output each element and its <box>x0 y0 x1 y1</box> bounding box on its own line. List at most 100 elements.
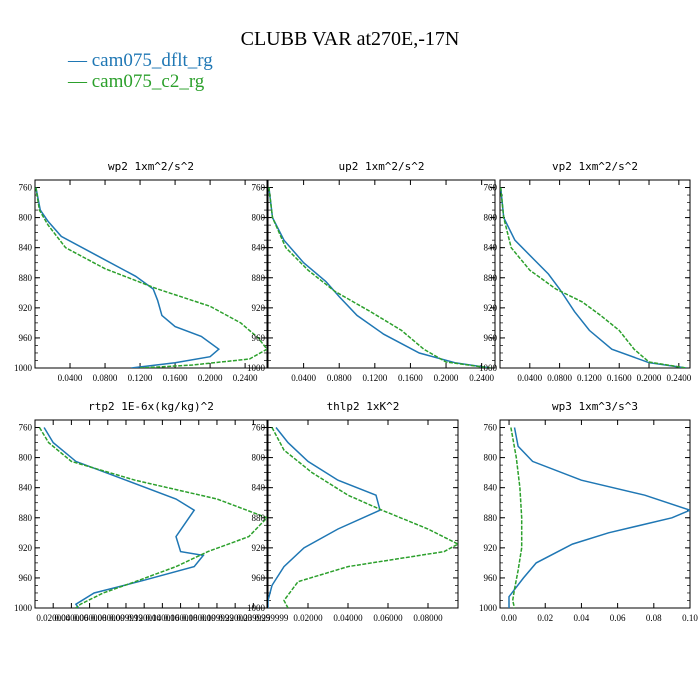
plot-frame <box>34 419 268 609</box>
series-line-cam075_dflt_rg <box>268 187 491 368</box>
subplot-2: up2 1xm^2/s^2 760 800 840 880 920 960 1000 0.040… <box>247 160 496 383</box>
series-line-cam075_c2_rg <box>500 187 687 368</box>
x-tick-label: 0.2400 <box>233 373 258 383</box>
y-tick-label: 880 <box>484 273 498 283</box>
y-tick-label: 840 <box>484 243 498 253</box>
y-tick-label: 840 <box>19 483 33 493</box>
y-tick-label: 840 <box>484 483 498 493</box>
y-tick-label: 960 <box>19 573 33 583</box>
y-tick-label: 760 <box>19 423 33 433</box>
x-tick-label: 0.1600 <box>607 373 632 383</box>
x-tick-label: 0.1600 <box>163 373 188 383</box>
x-tick-label: 0.04000 <box>333 613 363 623</box>
y-tick-label: 840 <box>252 483 266 493</box>
subplot-title: vp2 1xm^2/s^2 <box>552 160 638 173</box>
y-tick-label: 1000 <box>479 603 498 613</box>
y-tick-label: 920 <box>252 303 266 313</box>
x-tick-label: 0.02 <box>537 613 553 623</box>
x-tick-label: 0.0800 <box>93 373 118 383</box>
series-line-cam075_c2_rg <box>38 427 267 608</box>
legend-entry-c2: — cam075_c2_rg <box>68 71 205 92</box>
series-line-cam075_c2_rg <box>271 427 458 608</box>
y-tick-label: 1000 <box>247 363 266 373</box>
y-tick-label: 800 <box>19 213 33 223</box>
y-tick-label: 840 <box>252 243 266 253</box>
y-tick-label: 760 <box>484 183 498 193</box>
y-tick-label: 800 <box>484 213 498 223</box>
x-tick-label: 0.0400 <box>517 373 542 383</box>
series-line-cam075_dflt_rg <box>268 427 381 608</box>
x-tick-label: 0.199999 <box>200 613 234 623</box>
plot-frame <box>267 419 459 609</box>
plot-frame <box>499 179 691 369</box>
x-tick-label: 0.239999 <box>236 613 270 623</box>
y-tick-label: 760 <box>19 183 33 193</box>
subplot-title: rtp2 1E-6x(kg/kg)^2 <box>88 400 214 413</box>
x-tick-label: 0.099999 <box>109 613 143 623</box>
x-tick-label: 0.060000 <box>73 613 107 623</box>
y-tick-label: 960 <box>484 333 498 343</box>
y-tick-label: 920 <box>19 543 33 553</box>
x-tick-label: 0.02000 <box>293 613 323 623</box>
x-tick-label: 0.0400 <box>291 373 316 383</box>
x-tick-label: 0.08000 <box>413 613 443 623</box>
x-tick-label: 0.040000 <box>55 613 89 623</box>
y-tick-label: 920 <box>484 303 498 313</box>
y-tick-label: 880 <box>252 513 266 523</box>
y-tick-label: 880 <box>19 273 33 283</box>
y-tick-label: 960 <box>252 573 266 583</box>
y-tick-label: 800 <box>252 453 266 463</box>
plot-frame <box>34 179 268 369</box>
y-tick-label: 880 <box>19 513 33 523</box>
y-tick-label: 840 <box>19 243 33 253</box>
x-tick-label: 0.06 <box>610 613 626 623</box>
subplot-1: wp2 1xm^2/s^2 760 800 840 880 920 960 1000 0.040… <box>14 160 268 383</box>
x-tick-label: 0.080000 <box>91 613 125 623</box>
y-tick-label: 800 <box>484 453 498 463</box>
x-tick-label: 0.2000 <box>198 373 223 383</box>
x-tick-label: 0.140000 <box>145 613 179 623</box>
subplot-title: wp3 1xm^3/s^3 <box>552 400 638 413</box>
x-tick-label: 0.220000 <box>218 613 252 623</box>
y-tick-label: 880 <box>252 273 266 283</box>
subplot-3: vp2 1xm^2/s^2 760 800 840 880 920 960 1000 0.040… <box>479 160 692 383</box>
subplot-4: rtp2 1E-6x(kg/kg)^2 760 800 840 880 920 960 100… <box>14 400 289 623</box>
series-line-cam075_dflt_rg <box>35 187 221 368</box>
x-tick-label: 0.0800 <box>547 373 572 383</box>
plot-frame <box>267 179 496 369</box>
x-tick-label: 0.2000 <box>434 373 459 383</box>
y-tick-label: 760 <box>252 183 266 193</box>
y-tick-label: 760 <box>252 423 266 433</box>
series-line-cam075_dflt_rg <box>43 427 205 608</box>
series-line-cam075_c2_rg <box>35 187 267 368</box>
subplot-title: thlp2 1xK^2 <box>327 400 400 413</box>
x-tick-label: 0.0800 <box>327 373 352 383</box>
y-tick-label: 960 <box>19 333 33 343</box>
x-tick-label: 0.2400 <box>469 373 494 383</box>
x-tick-label: 0.180000 <box>182 613 216 623</box>
series-line-cam075_dflt_rg <box>500 187 687 368</box>
y-tick-label: 1000 <box>14 363 33 373</box>
y-tick-label: 960 <box>252 333 266 343</box>
y-tick-label: 880 <box>484 513 498 523</box>
series-line-cam075_c2_rg <box>268 187 491 368</box>
x-tick-label: 0.1600 <box>398 373 423 383</box>
series-line-cam075_dflt_rg <box>508 427 690 608</box>
y-tick-label: 920 <box>19 303 33 313</box>
x-tick-label: 0.00 <box>501 613 517 623</box>
y-tick-label: 1000 <box>14 603 33 613</box>
chart-main-title: CLUBB VAR at270E,-17N <box>240 28 460 50</box>
y-tick-label: 920 <box>484 543 498 553</box>
x-tick-label: 0.1200 <box>362 373 387 383</box>
x-tick-label: 0.1200 <box>577 373 602 383</box>
y-tick-label: 1000 <box>479 363 498 373</box>
y-tick-label: 800 <box>19 453 33 463</box>
x-tick-label: 0.259999 <box>255 613 289 623</box>
x-tick-label: 0.1200 <box>128 373 153 383</box>
y-tick-label: 1000 <box>247 603 266 613</box>
x-tick-label: 0.020000 <box>36 613 70 623</box>
series-line-cam075_c2_rg <box>510 427 523 608</box>
y-tick-label: 800 <box>252 213 266 223</box>
